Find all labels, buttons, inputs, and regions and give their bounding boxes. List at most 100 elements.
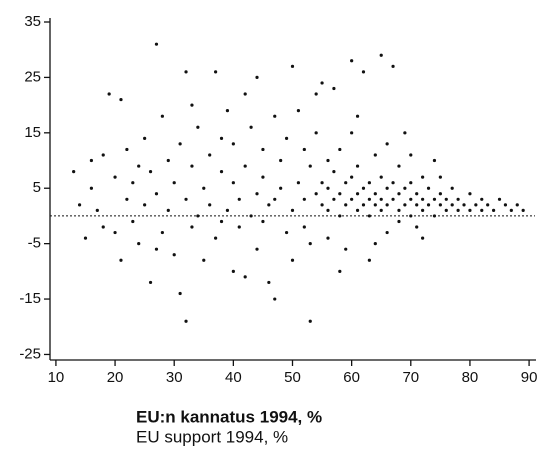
point (350, 131, 354, 135)
point (178, 291, 182, 296)
point (190, 103, 194, 107)
point (302, 225, 306, 229)
point (148, 170, 153, 174)
point (273, 197, 277, 201)
point (379, 53, 383, 57)
point (273, 114, 277, 118)
point (432, 214, 437, 218)
point (154, 192, 159, 196)
point (397, 192, 401, 196)
point (497, 197, 502, 201)
point (101, 225, 105, 229)
point (178, 142, 182, 146)
point (480, 197, 484, 201)
point (89, 186, 94, 190)
point (438, 192, 442, 196)
point (231, 142, 235, 146)
x-tick-label: 20 (107, 369, 124, 386)
point (462, 203, 466, 207)
x-label: EU:n kannatus 1994, % (136, 407, 322, 426)
point (231, 269, 235, 273)
point (344, 181, 348, 185)
point (208, 203, 212, 207)
point (344, 247, 348, 251)
y-tick-label: 15 (24, 124, 41, 141)
point (279, 186, 283, 190)
point (143, 136, 147, 140)
point (225, 208, 230, 212)
point (326, 208, 330, 212)
point (421, 236, 425, 240)
point (107, 92, 111, 96)
point (409, 197, 413, 201)
y-tick-label: 35 (24, 13, 41, 30)
x-label-2: EU support 1994, % (136, 427, 288, 446)
point (290, 258, 295, 262)
x-tick-label: 50 (284, 369, 301, 386)
point (249, 125, 253, 129)
point (338, 269, 342, 273)
point (261, 175, 265, 179)
point (350, 197, 354, 201)
point (214, 70, 218, 74)
point (432, 158, 437, 163)
point (385, 230, 389, 235)
point (190, 164, 194, 168)
point (184, 319, 188, 323)
point (314, 131, 318, 135)
point (243, 275, 247, 279)
point (296, 181, 301, 185)
point (450, 203, 454, 207)
point (255, 75, 259, 80)
point (391, 197, 395, 201)
point (432, 197, 437, 201)
point (184, 197, 188, 201)
point (249, 214, 253, 218)
point (332, 86, 336, 91)
point (101, 153, 105, 157)
point (379, 197, 383, 201)
x-tick-label: 90 (521, 369, 538, 386)
point (361, 203, 366, 207)
point (284, 230, 289, 235)
point (438, 175, 442, 179)
point (397, 219, 401, 224)
point (308, 242, 312, 246)
point (515, 203, 519, 207)
point (219, 219, 224, 224)
point (190, 225, 194, 229)
point (320, 203, 324, 207)
point (119, 97, 123, 102)
point (243, 164, 247, 168)
point (137, 242, 141, 246)
point (509, 208, 513, 212)
point (237, 197, 241, 201)
point (491, 208, 496, 212)
point (125, 197, 129, 201)
point (83, 236, 88, 240)
point (184, 70, 188, 74)
point (350, 59, 354, 63)
point (231, 181, 235, 185)
point (486, 203, 490, 207)
point (468, 208, 472, 212)
point (255, 192, 259, 196)
point (409, 214, 413, 218)
point (385, 186, 389, 190)
y-tick-label: -25 (19, 345, 41, 362)
point (314, 192, 318, 196)
point (89, 158, 94, 163)
point (379, 208, 383, 212)
point (172, 253, 176, 257)
y-tick-label: -15 (19, 290, 41, 307)
point (367, 258, 371, 262)
point (409, 181, 413, 185)
point (95, 208, 99, 212)
point (361, 70, 366, 74)
point (403, 131, 407, 135)
point (444, 208, 448, 212)
point (503, 203, 508, 207)
point (273, 297, 277, 301)
point (355, 114, 360, 118)
x-tick-label: 40 (225, 369, 242, 386)
